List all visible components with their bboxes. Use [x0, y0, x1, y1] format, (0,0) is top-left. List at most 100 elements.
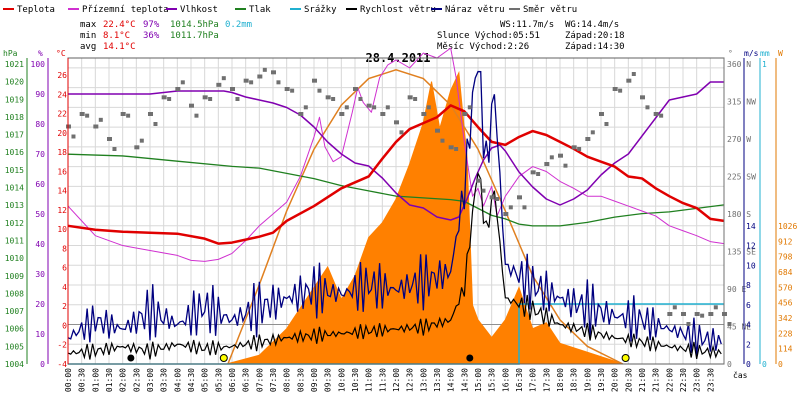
- x-tick-label: 08:00: [283, 368, 292, 392]
- axis-tick-4: 2: [746, 340, 751, 349]
- stat-max-press: 1014.5hPa: [170, 20, 219, 30]
- wind-dir-point: [276, 80, 281, 85]
- x-tick-label: 18:30: [570, 368, 579, 392]
- axis-tick-2: 6: [62, 264, 67, 273]
- wind-dir-point: [202, 95, 208, 100]
- wind-dir-point: [489, 195, 495, 200]
- axis-tick-0: 1016: [5, 148, 24, 157]
- x-tick-label: 02:30: [132, 368, 141, 392]
- stat-min-press: 1011.7hPa: [170, 31, 219, 41]
- stat-max-hum: 97%: [143, 20, 160, 30]
- axis-tick-2: 0: [62, 321, 67, 330]
- wind-dir-point: [303, 105, 308, 110]
- wind-dir-point: [394, 120, 399, 125]
- x-tick-label: 12:00: [392, 368, 401, 392]
- axis-tick-2: 22: [57, 110, 67, 119]
- wind-dir-point: [148, 112, 153, 116]
- axis-tick-1: 70: [35, 150, 45, 159]
- axis-tick-0: 1004: [5, 360, 24, 369]
- axis-tick-3: 225 SW: [727, 173, 756, 182]
- black-dot-marker: [466, 354, 474, 362]
- x-tick-label: 07:00: [255, 368, 264, 392]
- wind-dir-point: [407, 95, 413, 100]
- stats-block: max 22.4°C 97% 1014.5hPa 0.2mm min 8.1°C…: [80, 20, 252, 52]
- axis-tick-1: 20: [35, 300, 45, 309]
- x-tick-label: 23:30: [706, 368, 715, 392]
- axis-tick-0: 1008: [5, 289, 24, 298]
- wind-dir-point: [659, 113, 664, 118]
- wind-dir-point: [290, 88, 295, 93]
- wind-dir-point: [435, 128, 440, 133]
- wind-dir-point: [284, 87, 290, 91]
- legend-label-4: Srážky: [304, 5, 337, 15]
- wind-dir-point: [139, 138, 144, 143]
- wind-dir-point: [618, 88, 623, 93]
- wind-dir-point: [317, 88, 322, 93]
- wind-dir-point: [544, 162, 550, 166]
- wind-dir-point: [604, 122, 609, 126]
- wind-dir-point: [626, 78, 632, 83]
- axis-tick-4: 0: [746, 360, 751, 369]
- axis-tick-6: 570: [778, 283, 793, 292]
- wind-speed-line: [67, 171, 722, 360]
- axis-tick-6: 456: [778, 299, 793, 308]
- wind-dir-point: [686, 322, 691, 326]
- wind-dir-point: [640, 95, 645, 100]
- axis-tick-1: 50: [35, 210, 45, 219]
- wind-dir-point: [577, 147, 582, 151]
- axis-tick-0: 1018: [5, 113, 24, 122]
- wind-dir-point: [230, 87, 235, 91]
- wind-dir-point: [522, 205, 527, 210]
- x-tick-label: 19:00: [583, 368, 592, 392]
- wind-dir-point: [93, 124, 99, 129]
- axis-tick-2: 16: [57, 167, 67, 176]
- wind-dir-point: [380, 112, 386, 116]
- axis-tick-6: 342: [778, 314, 793, 323]
- x-tick-label: 21:00: [638, 368, 647, 392]
- legend-label-3: Tlak: [249, 5, 271, 15]
- x-tick-label: 00:00: [64, 368, 73, 392]
- x-tick-label: 23:00: [693, 368, 702, 392]
- wind-dir-point: [180, 80, 185, 85]
- x-tick-label: 08:30: [296, 368, 305, 392]
- axis-tick-3: 270 W: [727, 135, 751, 144]
- wind-dir-point: [503, 212, 509, 216]
- x-tick-label: 10:30: [351, 368, 360, 392]
- wind-dir-point: [672, 305, 677, 310]
- axis-tick-4: 12: [746, 242, 756, 251]
- wind-dir-point: [120, 112, 126, 116]
- x-tick-label: 14:00: [447, 368, 456, 392]
- info-wg: WG:14.4m/s: [565, 20, 619, 30]
- axis-tick-1: 60: [35, 180, 45, 189]
- axis-tick-1: 100: [31, 60, 46, 69]
- yellow-dot-marker: [219, 354, 228, 362]
- axis-tick-0: 1006: [5, 325, 24, 334]
- wind-dir-point: [454, 147, 459, 151]
- wind-dir-point: [153, 122, 158, 126]
- legend-label-6: Náraz větru: [445, 5, 505, 15]
- axis-tick-4: 8: [746, 281, 751, 290]
- info-moon-rise: Měsíc Východ:2:26: [437, 42, 529, 52]
- x-tick-label: 20:30: [624, 368, 633, 392]
- yellow-dot-marker: [621, 354, 630, 362]
- x-tick-label: 12:30: [406, 368, 415, 392]
- wind-dir-point: [353, 87, 358, 91]
- axis-tick-6: 684: [778, 268, 793, 277]
- radiation-fill: [226, 70, 624, 365]
- x-tick-label: 11:00: [365, 368, 374, 392]
- wind-dir-point: [134, 145, 140, 150]
- x-tick-label: 01:30: [105, 368, 114, 392]
- info-ws: WS:11.7m/s: [500, 20, 554, 30]
- legend-label-1: Přízemní teplota: [82, 5, 169, 15]
- axis-tick-3: 135 SE: [727, 248, 756, 257]
- x-tick-label: 22:00: [665, 368, 674, 392]
- axes: 1004100510061007100810091010101110121013…: [5, 57, 797, 369]
- wind-dir-point: [79, 112, 85, 116]
- x-axis-label: čas: [733, 370, 748, 380]
- wind-dir-point: [653, 112, 659, 116]
- axis-tick-0: 1021: [5, 60, 24, 69]
- axis-tick-2: 24: [57, 90, 67, 99]
- x-tick-label: 18:00: [556, 368, 565, 392]
- axis-tick-3: 0: [727, 360, 732, 369]
- axis-tick-3: 90 E: [727, 285, 746, 294]
